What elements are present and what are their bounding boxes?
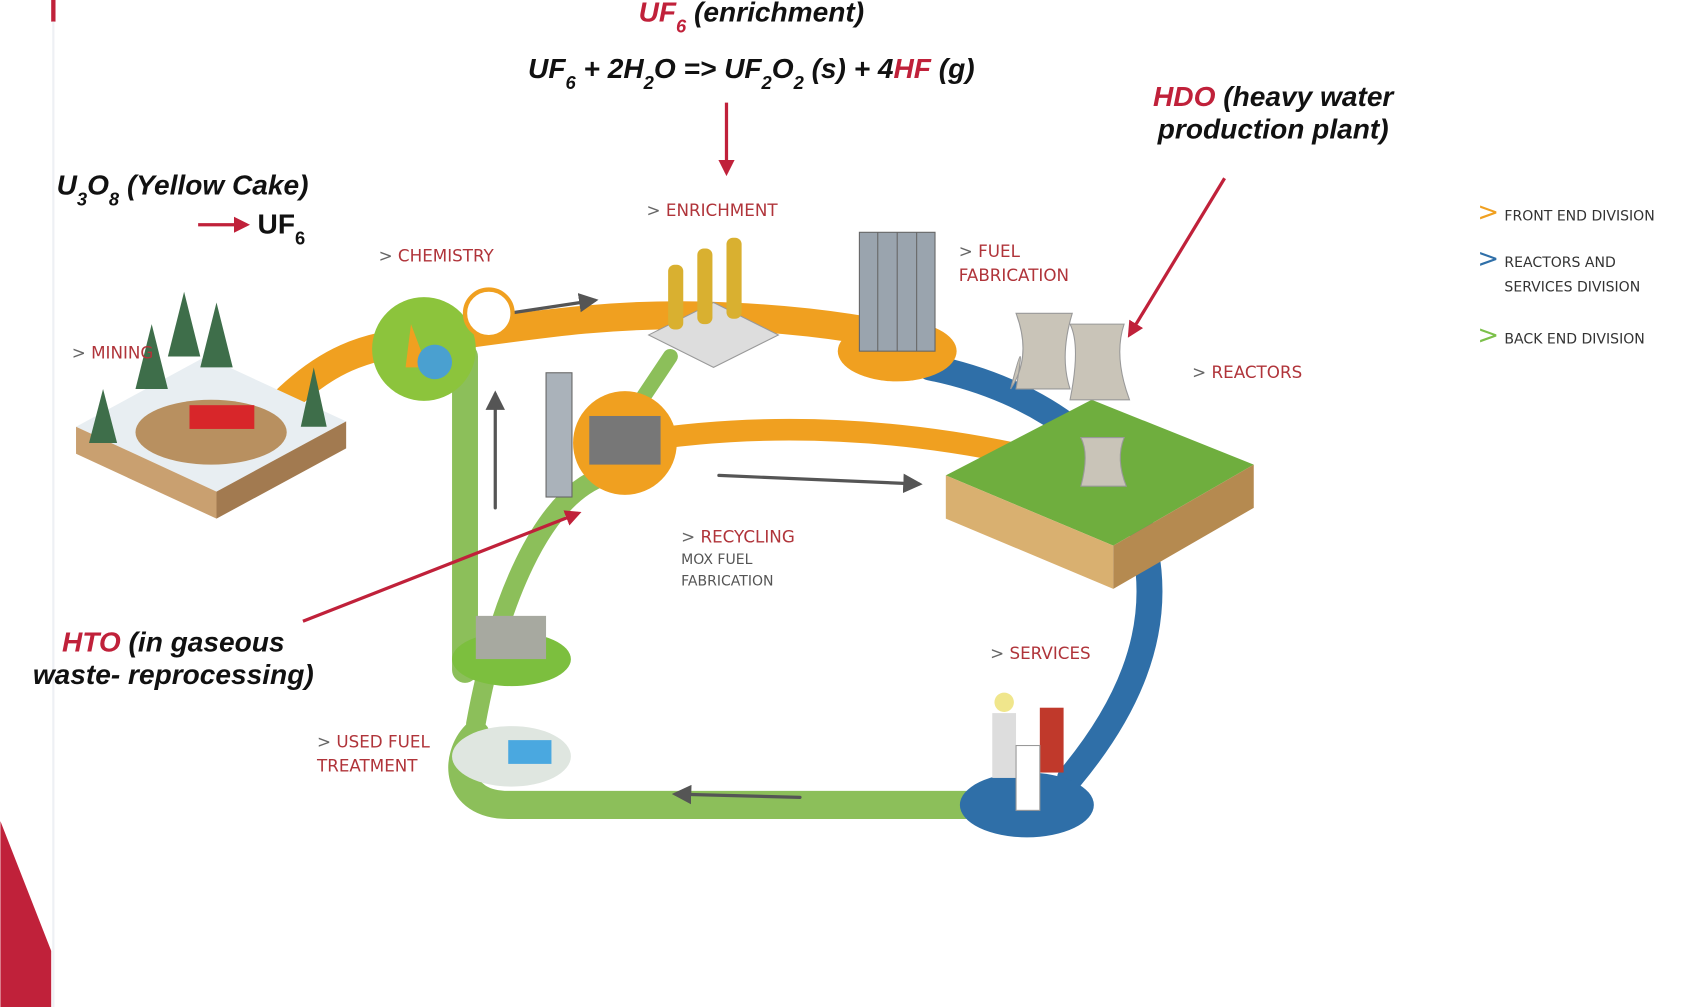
- legend-label: REACTORS AND: [1504, 255, 1615, 271]
- annotation-part: 2: [761, 71, 773, 92]
- legend: > FRONT END DIVISION > REACTORS AND SERVICES…: [1477, 197, 1654, 350]
- annotation-part: UF: [528, 53, 566, 84]
- annotation-part: 3: [77, 188, 87, 209]
- annotation: UF6: [258, 208, 306, 248]
- annotation-part: (Yellow Cake): [119, 169, 308, 200]
- annotation-part: (in gaseous: [121, 627, 285, 658]
- legend-marker: >: [1477, 321, 1499, 351]
- annotation-part: HF: [894, 53, 932, 84]
- annotation-part: HDO: [1153, 81, 1216, 112]
- station-label: > ENRICHMENT: [647, 200, 779, 220]
- legend-label: FRONT END DIVISION: [1504, 208, 1654, 224]
- station-marker: >: [1192, 362, 1206, 382]
- station-label: FABRICATION: [959, 265, 1069, 285]
- station-name: CHEMISTRY: [398, 245, 495, 265]
- station-name: MINING: [91, 343, 153, 363]
- station-name: USED FUEL: [336, 732, 430, 752]
- legend-label: SERVICES DIVISION: [1504, 280, 1640, 296]
- annotation-part: UF: [258, 208, 295, 239]
- station-label: > FUEL: [959, 241, 1021, 261]
- annotation: production plant): [1157, 113, 1389, 144]
- annotation-part: 6: [295, 227, 305, 248]
- annotation: UF6 + 2H2O => UF2O2 (s) + 4HF (g): [528, 53, 975, 93]
- annotation-part: 2: [643, 71, 655, 92]
- station-label: > SERVICES: [990, 643, 1091, 663]
- annotation-part: (enrichment): [686, 0, 864, 28]
- station-label: > CHEMISTRY: [379, 245, 495, 265]
- annotation-part: O: [772, 53, 794, 84]
- decoration: [0, 0, 55, 1007]
- annotation-part: HTO: [62, 627, 121, 658]
- station-marker: >: [647, 200, 661, 220]
- annotation-part: O: [87, 169, 109, 200]
- station-marker: >: [72, 343, 86, 363]
- legend-label: BACK END DIVISION: [1504, 332, 1644, 348]
- station-name: FABRICATION: [959, 265, 1069, 285]
- station-sublabel: MOX FUEL: [681, 552, 753, 568]
- annotation-part: 2: [793, 71, 805, 92]
- diagram: UF6 (enrichment)UF6 + 2H2O => UF2O2 (s) …: [0, 0, 1695, 1007]
- station-label: > REACTORS: [1192, 362, 1302, 382]
- annotation-part: UF: [639, 0, 677, 28]
- station-marker: >: [681, 526, 695, 546]
- station-label: TREATMENT: [316, 755, 418, 775]
- station-label: > RECYCLING: [681, 526, 795, 546]
- station-name: REACTORS: [1212, 362, 1303, 382]
- annotation-part: (heavy water: [1215, 81, 1395, 112]
- station-marker: >: [959, 241, 973, 261]
- annotation: UF6 (enrichment): [639, 0, 865, 36]
- annotation-part: production plant): [1157, 113, 1389, 144]
- annotation-part: U: [57, 169, 78, 200]
- annotation-part: O => UF: [654, 53, 763, 84]
- station-name: TREATMENT: [316, 755, 418, 775]
- station-label: > MINING: [72, 343, 154, 363]
- station-name: ENRICHMENT: [666, 200, 778, 220]
- annotation: U3O8 (Yellow Cake): [57, 169, 309, 209]
- legend-marker: >: [1477, 197, 1499, 227]
- station-name: FUEL: [978, 241, 1020, 261]
- annotation: waste- reprocessing): [33, 659, 314, 690]
- station-sublabel: FABRICATION: [681, 574, 773, 590]
- annotation-part: (s) + 4: [804, 53, 894, 84]
- annotation-part: + 2H: [576, 53, 645, 84]
- station-name: RECYCLING: [700, 526, 794, 546]
- station-marker: >: [379, 245, 393, 265]
- legend-marker: >: [1477, 244, 1499, 274]
- annotation: HTO (in gaseous: [62, 627, 285, 658]
- annotation-part: waste- reprocessing): [33, 659, 314, 690]
- station-name: SERVICES: [1009, 643, 1090, 663]
- annotation-part: (g): [931, 53, 975, 84]
- station-label: > USED FUEL: [317, 732, 430, 752]
- station-marker: >: [990, 643, 1004, 663]
- station-marker: >: [317, 732, 331, 752]
- annotation: HDO (heavy water: [1153, 81, 1395, 112]
